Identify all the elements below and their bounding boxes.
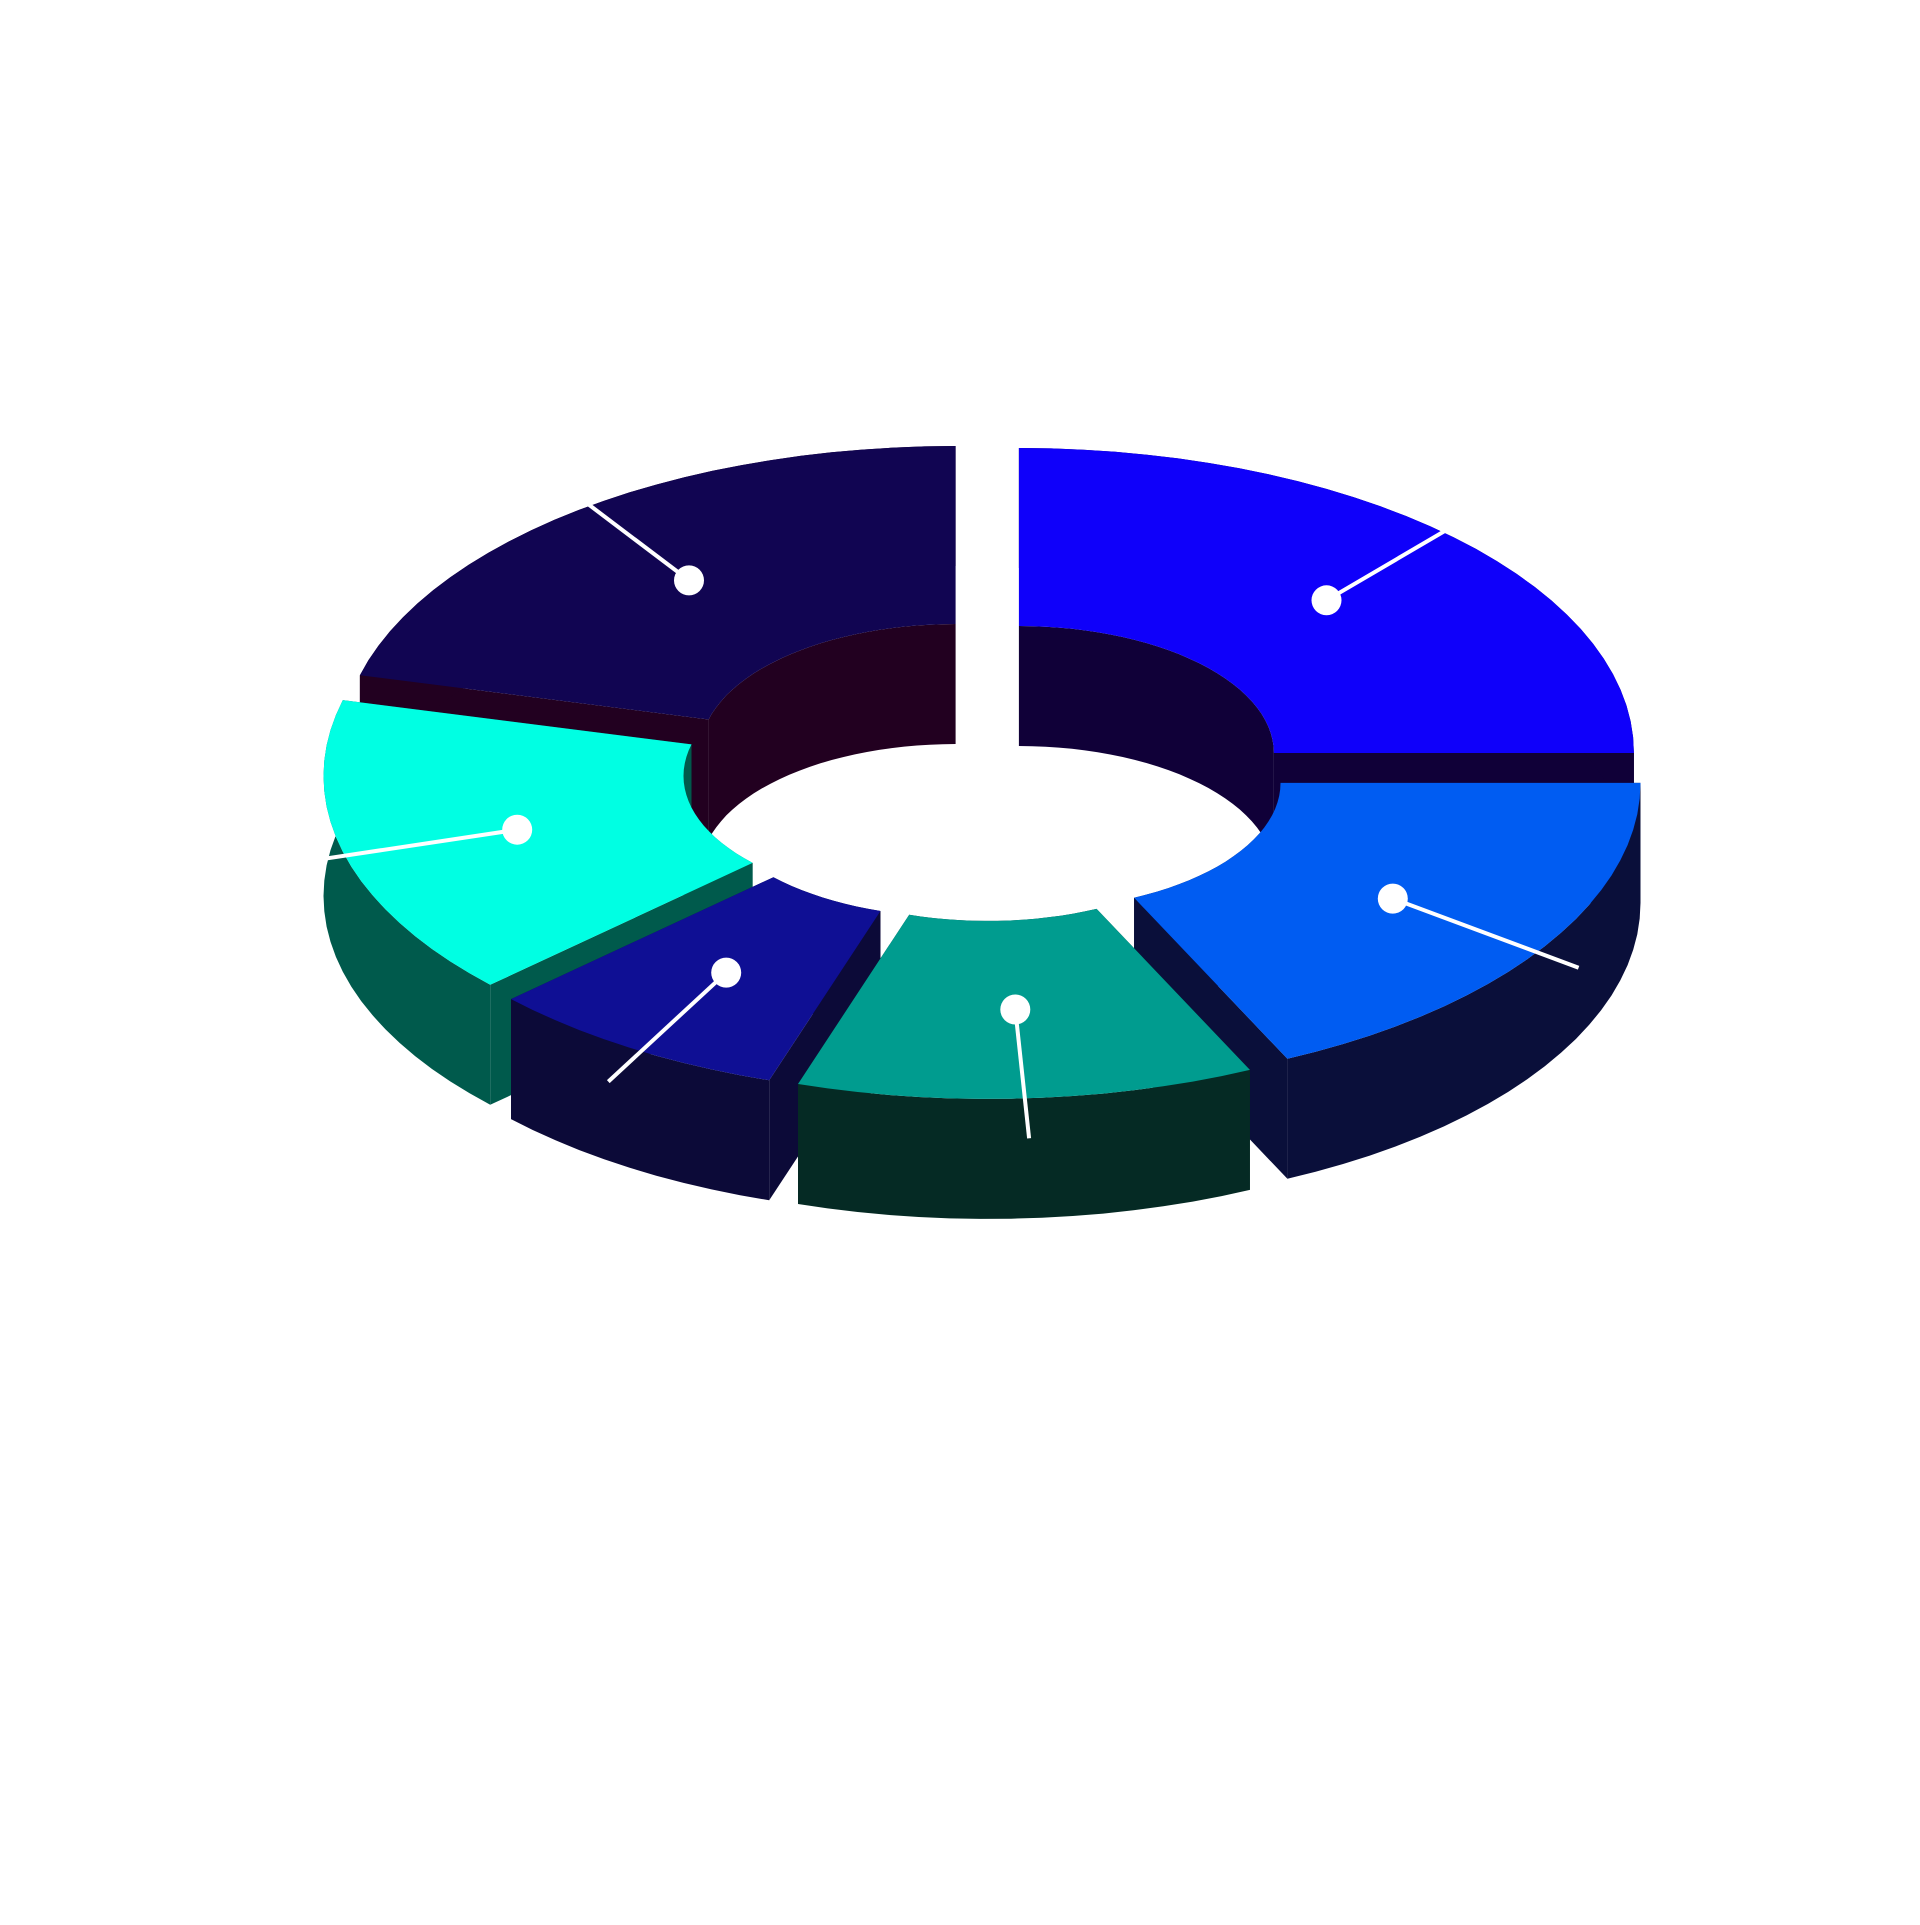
slice-2-leader-line — [1392, 896, 1580, 970]
slice-4-callout — [606, 957, 742, 1084]
slice-5-leader-line — [303, 827, 518, 864]
slice-5-top — [323, 700, 753, 985]
slice-4-leader-line — [606, 971, 728, 1084]
slice-5-callout — [303, 814, 533, 864]
slice-3-leader-line — [1013, 1009, 1032, 1139]
slice-6-callout — [552, 476, 704, 596]
slice-2-outer-wall — [1287, 782, 1641, 1179]
slice-3-callout-dot — [1000, 994, 1031, 1025]
slice-1-callout-dot — [1311, 585, 1342, 616]
slice-5-outer-wall — [323, 700, 491, 1105]
slice-3 — [798, 908, 1250, 1219]
slice-1-callout — [1311, 507, 1484, 616]
slice-3-outer-wall — [798, 1069, 1250, 1219]
slice-6-top — [359, 446, 956, 720]
slice-4-top — [511, 877, 881, 1081]
slice-3-callout — [1000, 994, 1032, 1139]
slice-6-leader-line — [552, 476, 691, 582]
slice-4 — [511, 877, 881, 1201]
slice-6-callout-dot — [674, 565, 704, 596]
slice-2-top — [1134, 782, 1641, 1059]
slice-4-callout-dot — [711, 957, 742, 988]
slice-1-inner-wall — [1018, 626, 1274, 873]
slices-layer — [323, 446, 1641, 1219]
callouts-layer — [303, 476, 1580, 1139]
slice-4-outer-wall — [511, 999, 770, 1201]
slice-6-inner-wall — [708, 624, 956, 840]
slice-5-callout-dot — [502, 814, 533, 845]
slice-2-callout — [1377, 883, 1580, 970]
slice-1-leader-line — [1325, 507, 1484, 603]
slice-2-callout-dot — [1377, 883, 1408, 914]
